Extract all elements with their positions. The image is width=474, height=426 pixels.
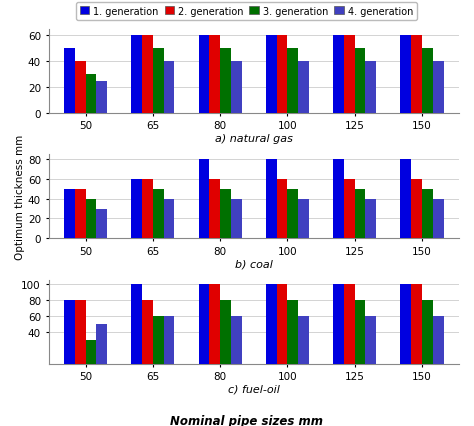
Y-axis label: Optimum thickness mm: Optimum thickness mm — [15, 134, 25, 259]
Bar — [277, 36, 287, 113]
Bar — [142, 36, 153, 113]
Bar — [199, 36, 210, 113]
Bar — [131, 284, 142, 364]
Bar — [64, 49, 75, 113]
Bar — [298, 62, 309, 113]
Bar — [231, 62, 242, 113]
X-axis label: a) natural gas: a) natural gas — [215, 134, 293, 144]
X-axis label: b) coal: b) coal — [235, 259, 273, 269]
Bar — [298, 199, 309, 239]
Bar — [411, 284, 422, 364]
Bar — [422, 190, 433, 239]
Bar — [96, 209, 107, 239]
Bar — [365, 199, 376, 239]
Bar — [411, 179, 422, 239]
Bar — [287, 190, 298, 239]
Bar — [333, 36, 344, 113]
Bar — [365, 316, 376, 364]
Bar — [287, 300, 298, 364]
Bar — [64, 190, 75, 239]
Bar — [333, 160, 344, 239]
Bar — [153, 49, 164, 113]
Bar — [210, 179, 220, 239]
Bar — [220, 49, 231, 113]
Bar — [344, 284, 355, 364]
Bar — [75, 300, 85, 364]
Bar — [210, 284, 220, 364]
Bar — [266, 160, 277, 239]
Bar — [85, 340, 96, 364]
Bar — [64, 300, 75, 364]
Bar — [142, 300, 153, 364]
Bar — [266, 284, 277, 364]
Bar — [75, 62, 85, 113]
Bar — [85, 199, 96, 239]
Bar — [365, 62, 376, 113]
Bar — [422, 300, 433, 364]
Bar — [153, 316, 164, 364]
Bar — [231, 199, 242, 239]
Bar — [131, 36, 142, 113]
Bar — [298, 316, 309, 364]
Bar — [355, 300, 365, 364]
Bar — [433, 316, 444, 364]
Bar — [164, 62, 174, 113]
Bar — [199, 284, 210, 364]
Bar — [164, 316, 174, 364]
Bar — [401, 284, 411, 364]
Bar — [153, 190, 164, 239]
Bar — [333, 284, 344, 364]
Bar — [131, 179, 142, 239]
Bar — [96, 81, 107, 113]
Bar — [85, 75, 96, 113]
X-axis label: c) fuel-oil: c) fuel-oil — [228, 384, 280, 394]
Bar — [355, 190, 365, 239]
Text: Nominal pipe sizes mm: Nominal pipe sizes mm — [170, 414, 323, 426]
Bar — [75, 190, 85, 239]
Bar — [411, 36, 422, 113]
Bar — [401, 160, 411, 239]
Bar — [164, 199, 174, 239]
Bar — [344, 179, 355, 239]
Bar — [344, 36, 355, 113]
Bar — [277, 179, 287, 239]
Bar — [422, 49, 433, 113]
Bar — [231, 316, 242, 364]
Bar — [277, 284, 287, 364]
Bar — [142, 179, 153, 239]
Legend: 1. generation, 2. generation, 3. generation, 4. generation: 1. generation, 2. generation, 3. generat… — [76, 3, 417, 20]
Bar — [220, 190, 231, 239]
Bar — [401, 36, 411, 113]
Bar — [433, 199, 444, 239]
Bar — [266, 36, 277, 113]
Bar — [199, 160, 210, 239]
Bar — [433, 62, 444, 113]
Bar — [96, 324, 107, 364]
Bar — [220, 300, 231, 364]
Bar — [287, 49, 298, 113]
Bar — [355, 49, 365, 113]
Bar — [210, 36, 220, 113]
